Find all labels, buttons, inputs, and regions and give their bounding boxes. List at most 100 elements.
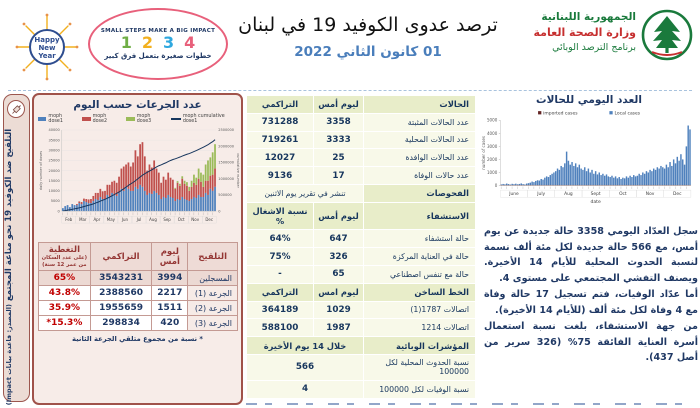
table-row: الجرعة (1) 2217 2388560 43.8% bbox=[38, 285, 238, 302]
section-header-row: المؤشرات الوبائية خلال 14 يوم الأخيرة bbox=[246, 336, 476, 355]
header-cell: الاستشفاء bbox=[363, 201, 476, 231]
poster-slogan-en: SMALL STEPS MAKE A BIG IMPACT bbox=[100, 28, 216, 34]
vaccination-table: التلقيح ليوم أمس التراكمي التغطية (على ع… bbox=[38, 241, 238, 332]
header-cell: الخط الساخن bbox=[363, 282, 476, 302]
data-cell: المسجلين bbox=[187, 270, 238, 287]
table-row: حالة في العناية المركزة 326 75% bbox=[246, 247, 476, 267]
header-cell: ليوم أمس bbox=[151, 241, 189, 272]
svg-text:Year: Year bbox=[37, 52, 56, 60]
statistics-column: الحالات ليوم أمس التراكمي عدد الحالات المثب… bbox=[246, 95, 476, 399]
svg-text:2000: 2000 bbox=[487, 157, 498, 162]
vaccination-sidebar: التلقيح ضد الكوفيد 19 نحو مناعة المجتمع … bbox=[3, 94, 30, 405]
svg-text:Nov: Nov bbox=[646, 191, 655, 197]
svg-text:0: 0 bbox=[218, 209, 221, 213]
value-cell: 1955659 bbox=[89, 300, 153, 317]
svg-text:Aug: Aug bbox=[149, 217, 157, 222]
header-cell: ليوم أمس bbox=[313, 95, 364, 114]
svg-text:Jul: Jul bbox=[136, 217, 142, 222]
fireworks-icon: Happy New Year bbox=[15, 13, 79, 81]
svg-text:number of cases: number of cases bbox=[481, 136, 486, 170]
data-cell: 1029 bbox=[313, 300, 364, 320]
svg-text:500000: 500000 bbox=[218, 193, 232, 197]
dose1-swatch bbox=[38, 117, 47, 121]
step-2: 2 bbox=[141, 33, 153, 52]
cumulative-line-swatch bbox=[170, 118, 181, 120]
header-cell: التراكمي bbox=[246, 95, 314, 114]
cases-statistics-table: الحالات ليوم أمس التراكمي عدد الحالات المثب… bbox=[246, 95, 476, 399]
data-cell: اتصالات 1787(1) bbox=[363, 300, 476, 320]
section-header-row: الخط الساخن ليوم امس التراكمي bbox=[246, 282, 476, 302]
svg-text:Mar: Mar bbox=[79, 217, 87, 222]
sidebar-vertical-title: التلقيح ضد الكوفيد 19 نحو مناعة المجتمع … bbox=[4, 126, 28, 408]
data-cell: تنشر في تقرير يوم الاثنين bbox=[246, 183, 364, 203]
value-cell: 420 bbox=[151, 315, 189, 332]
coverage-note: (على عدد السكان من عمر 12 سنة) bbox=[41, 255, 88, 268]
value-cell: 2217 bbox=[151, 285, 189, 302]
step-4: 4 bbox=[184, 33, 196, 52]
data-cell: 326 bbox=[313, 247, 364, 267]
legend-item: moph dose3 bbox=[126, 114, 164, 124]
syringe-icon bbox=[7, 100, 25, 118]
svg-text:Oct: Oct bbox=[619, 191, 627, 197]
value-cell: 3543231 bbox=[89, 270, 153, 287]
svg-text:35000: 35000 bbox=[48, 138, 60, 142]
data-cell: عدد الحالات المثبتة bbox=[363, 112, 476, 132]
doses-chart-title: عدد الجرعات حسب اليوم bbox=[73, 99, 202, 111]
table-row: نسبة الحدوث المحلية لكل 100000 566 bbox=[246, 353, 476, 381]
svg-text:May: May bbox=[107, 217, 116, 222]
clipped-text-remnant bbox=[246, 402, 694, 406]
data-cell: عدد حالات الوفاة bbox=[363, 166, 476, 185]
ministry-line-esu: برنامج الترصد الوبائي bbox=[552, 42, 636, 54]
data-cell: 588100 bbox=[246, 318, 314, 338]
data-cell: نسبة الوفيات لكل 100000 bbox=[363, 379, 476, 399]
data-cell: - bbox=[246, 265, 314, 284]
svg-text:1000000: 1000000 bbox=[218, 177, 235, 181]
section-header-row: الحالات ليوم أمس التراكمي bbox=[246, 95, 476, 114]
dose2-swatch bbox=[82, 117, 91, 121]
value-cell: 298834 bbox=[89, 315, 153, 332]
data-cell: 17 bbox=[313, 166, 364, 185]
svg-text:Sep: Sep bbox=[163, 217, 171, 222]
legend-label: moph cumulative dose1 bbox=[182, 114, 225, 124]
svg-text:Dec: Dec bbox=[205, 217, 213, 222]
daily-cases-chart-title: العدد اليومي للحالات bbox=[536, 94, 642, 106]
data-cell: 647 bbox=[313, 229, 364, 249]
svg-text:Dec: Dec bbox=[673, 191, 682, 197]
sidebar-title-text: التلقيح ضد الكوفيد 19 نحو مناعة المجتمع bbox=[4, 128, 14, 302]
section-header-row: الاستشفاء ليوم أمس نسبة الاشغال % bbox=[246, 201, 476, 231]
summary-line-3: من جهة الاستشفاء، بلغت نسبة استعمال أسرة… bbox=[484, 321, 698, 364]
vaccination-footnote: * نسبة من مجموع متلقي الجرعة الثانية bbox=[72, 335, 203, 344]
data-cell: 65 bbox=[313, 265, 364, 284]
step-3: 3 bbox=[163, 33, 175, 52]
table-row: حالة مع تنفس اصطناعي 65- bbox=[246, 265, 476, 284]
value-cell: 35.9% bbox=[38, 300, 91, 317]
summary-line-2: أما عدّاد الوفيات، فتم تسجيل 17 حالة وفا… bbox=[484, 289, 698, 316]
svg-text:Oct: Oct bbox=[178, 217, 185, 222]
cedar-logo-icon bbox=[641, 9, 693, 61]
header-divider bbox=[8, 90, 692, 91]
header-cell: المؤشرات الوبائية bbox=[363, 336, 476, 355]
data-cell: 3358 bbox=[313, 112, 364, 132]
data-cell: 719261 bbox=[246, 130, 314, 150]
svg-text:20000: 20000 bbox=[48, 169, 60, 173]
svg-text:cumulative number: cumulative number bbox=[236, 153, 240, 188]
legend-label: moph dose2 bbox=[92, 114, 108, 124]
header-cell: ليوم أمس bbox=[313, 201, 364, 231]
svg-text:Jun: Jun bbox=[121, 217, 129, 222]
daily-cases-chart: imported cases Local cases 0 1000 2000 3000 40… bbox=[481, 110, 692, 205]
value-cell: 2388560 bbox=[89, 285, 153, 302]
svg-text:3000: 3000 bbox=[487, 144, 498, 149]
value-cell: 65% bbox=[38, 270, 91, 287]
data-cell: 9136 bbox=[246, 166, 314, 185]
legend-item: moph dose1 bbox=[38, 114, 76, 124]
value-cell: 3994 bbox=[151, 270, 189, 287]
svg-text:2000000: 2000000 bbox=[218, 144, 235, 148]
svg-text:4000: 4000 bbox=[487, 131, 498, 136]
svg-text:July: July bbox=[536, 191, 545, 197]
svg-text:1000: 1000 bbox=[487, 170, 498, 175]
table-row: الجرعة (3) 420 298834 15.3%* bbox=[38, 315, 238, 332]
section-header-row: الفحوصات تنشر في تقرير يوم الاثنين bbox=[246, 183, 476, 203]
data-cell: الجرعة (1) bbox=[187, 285, 238, 302]
legend-item: moph dose2 bbox=[82, 114, 120, 124]
svg-text:June: June bbox=[508, 191, 519, 197]
